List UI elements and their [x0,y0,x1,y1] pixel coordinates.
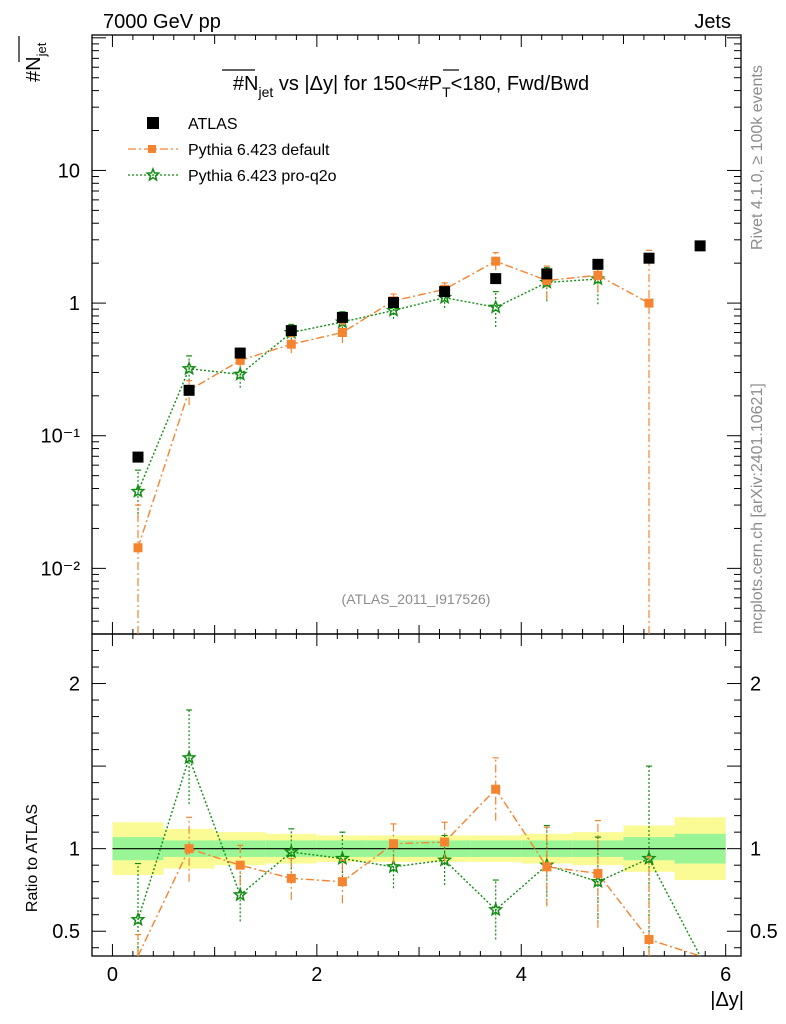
ratio-proq2o-marker [641,850,657,866]
ratio-default-marker [542,862,552,872]
legend-atlas-marker [147,117,159,129]
ratio-default-marker [491,784,501,794]
ratio-y-tick-label-right: 1 [750,839,761,861]
y-tick-label: 10⁻¹ [41,426,81,448]
ratio-default-marker [644,934,654,944]
legend: ATLAS Pythia 6.423 default Pythia 6.423 … [128,116,337,185]
ratio-proq2o-marker [130,911,146,927]
y-tick-label: 1 [69,293,80,315]
ratio-default-marker [440,837,450,847]
main-proq2o-marker [232,366,248,381]
analysis-watermark: (ATLAS_2011_I917526) [342,591,491,607]
x-axis-label: |Δy| [710,989,744,1011]
ratio-y-tick-label: 1 [69,839,80,861]
main-atlas-marker [336,311,348,323]
main-default-marker [542,276,552,286]
main-atlas-marker [643,252,655,264]
legend-atlas-label: ATLAS [188,116,238,133]
title-n: #N [233,73,259,95]
title-mid: vs |Δy| for 150<#P [273,73,442,95]
ratio-proq2o-marker [488,901,504,917]
ratio-y-tick-label: 0.5 [52,921,80,943]
title-pt-sub: T [442,84,451,100]
x-tick-label: 4 [516,964,527,986]
ratio-y-tick-label-right: 0.5 [750,921,778,943]
y-tick-label: 10⁻² [41,558,81,580]
ratio-default-marker [389,839,399,849]
ratio-default-marker [235,860,245,870]
ratio-default-marker [593,868,603,878]
main-atlas-marker [592,258,604,270]
ratio-proq2o-marker [232,886,248,902]
legend-proq2o-marker [145,166,161,182]
legend-default-marker [148,145,156,153]
ratio-default-marker [286,873,296,883]
ylabel-sub: jet [34,42,49,57]
main-default-marker [491,256,501,266]
y-axis-label: #Njet [23,42,49,82]
ratio-default-marker [184,844,194,854]
main-default-marker [593,270,603,280]
svg-text:#Njet: #Njet [23,42,49,82]
ratio-default-line [137,788,701,957]
title-jet-sub: jet [257,84,273,100]
rivet-version-text: Rivet 4.1.0, ≥ 100k events [749,65,766,250]
plot-title: #Njet vs |Δy| for 150<#PT<180, Fwd/Bwd [233,73,589,100]
title-tail: <180, Fwd/Bwd [451,73,589,95]
main-atlas-marker [490,273,502,285]
main-proq2o-marker [385,302,402,317]
main-default-marker [235,355,245,365]
header-left: 7000 GeV pp [103,11,221,33]
ratio-y-tick-label: 2 [69,674,80,696]
main-proq2o-marker [181,360,197,376]
ratio-proq2o-marker [334,850,351,866]
ratio-proq2o-marker [385,858,402,874]
main-default-marker [644,298,654,308]
main-atlas-marker [694,240,706,252]
header-right: Jets [694,11,731,33]
ratio-proq2o-marker [181,749,197,765]
main-proq2o-line [137,278,598,492]
main-atlas-marker [541,268,553,280]
x-tick-label: 0 [107,964,118,986]
ratio-proq2o-marker [283,843,299,859]
legend-proq2o-label: Pythia 6.423 pro-q2o [188,168,337,185]
ratio-default-marker [337,877,347,887]
y-tick-label: 10 [58,160,80,182]
main-atlas-marker [183,384,195,396]
main-atlas-marker [285,325,297,337]
ratio-y-tick-label-right: 2 [750,674,761,696]
x-tick-label: 6 [720,964,731,986]
main-default-marker [133,543,143,553]
x-tick-label: 2 [311,964,322,986]
main-default-marker [337,328,347,338]
main-atlas-marker [132,451,144,463]
mcplots-reference-text: mcplots.cern.ch [arXiv:2401.10621] [749,383,766,634]
main-atlas-marker [439,286,451,298]
ratio-proq2o-marker [436,852,453,867]
main-atlas-marker [234,347,246,359]
ratio-frame [91,633,742,957]
main-atlas-marker [388,297,400,309]
plot-area: 0 2 4 6 10⁻² 10⁻¹ 1 10 0.5 0.5 1 1 2 2 [41,34,778,986]
ylabel-n: #N [23,56,45,82]
main-default-marker [286,339,296,349]
legend-star-shape [145,166,161,182]
main-proq2o-marker [130,483,146,498]
ratio-y-label: Ratio to ATLAS [24,804,41,912]
main-proq2o-marker [488,299,504,314]
legend-default-label: Pythia 6.423 default [188,142,330,159]
